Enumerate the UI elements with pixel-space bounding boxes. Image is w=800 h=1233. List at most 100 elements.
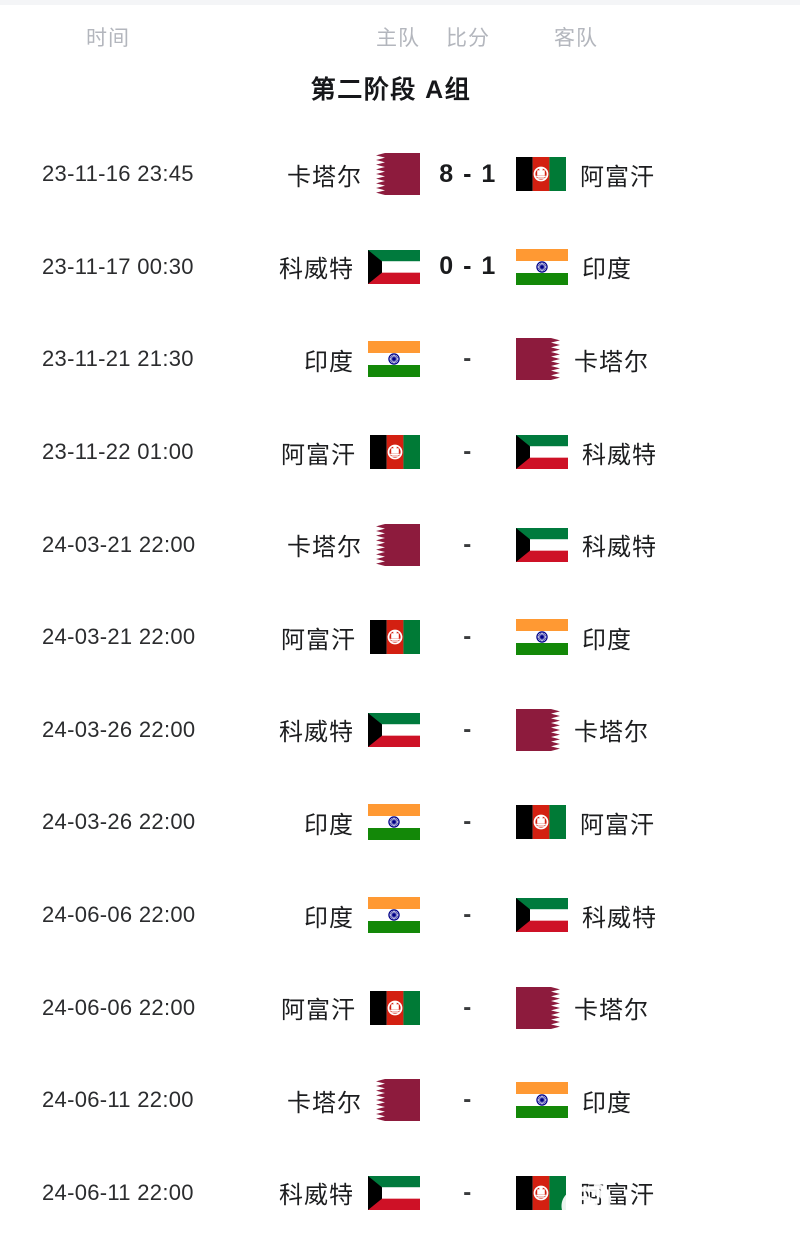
kuwait-flag-icon [368,249,420,284]
home-team-name: 阿富汗 [281,441,356,469]
home-team[interactable]: 卡塔尔 [287,153,420,196]
away-team[interactable]: 阿富汗 [516,805,654,840]
away-team[interactable]: 科威特 [516,527,656,562]
away-team[interactable]: 科威特 [516,435,656,470]
india-flag-icon [368,804,420,841]
afghanistan-flag-icon [516,805,566,840]
home-team-name: 印度 [304,811,354,839]
match-time: 23-11-21 21:30 [42,346,194,372]
home-team-name: 印度 [304,348,354,376]
qatar-flag-icon [516,338,560,381]
match-time: 24-03-21 22:00 [42,624,196,650]
afghanistan-flag-icon [516,1175,566,1210]
match-score: - [463,808,473,836]
home-team-name: 阿富汗 [281,997,356,1025]
match-score: - [463,438,473,466]
match-score: 0 - 1 [439,252,497,281]
kuwait-flag-icon [516,898,568,933]
column-header-time: 时间 [86,27,130,50]
home-team[interactable]: 卡塔尔 [287,523,420,566]
away-team-name: 阿富汗 [580,1182,655,1210]
india-flag-icon [516,248,568,285]
home-team[interactable]: 印度 [290,341,420,378]
match-time: 24-03-21 22:00 [42,531,196,557]
match-score: - [463,345,473,373]
match-time: 24-06-11 22:00 [42,1179,194,1205]
away-team[interactable]: 卡塔尔 [516,986,648,1029]
home-team[interactable]: 印度 [290,897,420,934]
afghanistan-flag-icon [370,990,420,1025]
away-team[interactable]: 科威特 [516,898,656,933]
away-team-name: 阿富汗 [580,163,655,191]
home-team-name: 科威特 [279,256,354,284]
match-row[interactable]: 24-06-11 22:00 卡塔尔 - 印度 [0,1054,800,1147]
match-row[interactable]: 24-06-11 22:00 科威特 - 阿富汗 [0,1147,800,1233]
match-row[interactable]: 23-11-22 01:00 阿富汗 - 科威特 [0,406,800,499]
home-team[interactable]: 印度 [290,804,420,841]
away-team-name: 科威特 [582,441,657,469]
match-row[interactable]: 24-03-26 22:00 印度 - 阿富汗 [0,776,800,869]
away-team-name: 卡塔尔 [574,719,649,747]
qatar-flag-icon [516,986,560,1029]
match-row[interactable]: 23-11-21 21:30 印度 - 卡塔尔 [0,313,800,406]
away-team-name: 科威特 [582,904,657,932]
match-score: - [463,1086,473,1114]
qatar-flag-icon [376,153,420,196]
match-score: - [463,1178,473,1206]
match-score: - [463,623,473,651]
away-team-name: 卡塔尔 [574,348,649,376]
match-score: - [463,993,473,1021]
match-time: 23-11-16 23:45 [42,161,194,187]
match-score: - [463,715,473,743]
india-flag-icon [368,341,420,378]
column-header-away: 客队 [554,27,598,50]
away-team[interactable]: 阿富汗 [516,1175,654,1210]
match-row[interactable]: 23-11-17 00:30 科威特 0 - 1 印度 [0,221,800,314]
home-team[interactable]: 科威特 [279,249,420,284]
kuwait-flag-icon [368,712,420,747]
column-header-home: 主队 [376,27,420,50]
away-team-name: 科威特 [582,534,657,562]
away-team[interactable]: 印度 [516,248,646,285]
match-time: 24-06-11 22:00 [42,1087,194,1113]
away-team[interactable]: 印度 [516,619,646,656]
match-row[interactable]: 23-11-16 23:45 卡塔尔 8 - 1 阿富汗 [0,128,800,221]
away-team[interactable]: 卡塔尔 [516,338,649,381]
group-title: 第二阶段 A组 [310,76,472,104]
afghanistan-flag-icon [370,620,420,655]
match-row[interactable]: 24-06-06 22:00 印度 - 科威特 [0,869,800,962]
match-score: - [463,901,473,929]
india-flag-icon [516,619,568,656]
away-team[interactable]: 阿富汗 [516,157,654,192]
away-team-name: 印度 [582,1089,632,1117]
qatar-flag-icon [376,1079,420,1122]
home-team-name: 卡塔尔 [287,1089,362,1117]
match-score: - [463,530,473,558]
home-team[interactable]: 阿富汗 [281,990,420,1025]
home-team[interactable]: 阿富汗 [281,435,420,470]
away-team[interactable]: 卡塔尔 [516,708,649,751]
home-team-name: 卡塔尔 [287,534,362,562]
home-team-name: 卡塔尔 [287,163,362,191]
home-team-name: 科威特 [279,1182,354,1210]
home-team[interactable]: 科威特 [279,1175,420,1210]
away-team-name: 阿富汗 [580,811,655,839]
away-team[interactable]: 印度 [516,1082,646,1119]
home-team[interactable]: 阿富汗 [281,620,420,655]
match-row[interactable]: 24-03-21 22:00 阿富汗 - 印度 [0,591,800,684]
india-flag-icon [368,897,420,934]
home-team[interactable]: 卡塔尔 [287,1079,420,1122]
home-team-name: 印度 [304,904,354,932]
qatar-flag-icon [376,523,420,566]
match-time: 24-03-26 22:00 [42,716,196,742]
match-time: 24-06-06 22:00 [42,994,196,1020]
kuwait-flag-icon [516,435,568,470]
column-header-score: 比分 [446,27,490,50]
match-row[interactable]: 24-03-26 22:00 科威特 - 卡塔尔 [0,684,800,777]
kuwait-flag-icon [368,1175,420,1210]
afghanistan-flag-icon [370,435,420,470]
home-team[interactable]: 科威特 [279,712,420,747]
match-row[interactable]: 24-06-06 22:00 阿富汗 - 卡塔尔 [0,961,800,1054]
india-flag-icon [516,1082,568,1119]
match-row[interactable]: 24-03-21 22:00 卡塔尔 - 科威特 [0,498,800,591]
